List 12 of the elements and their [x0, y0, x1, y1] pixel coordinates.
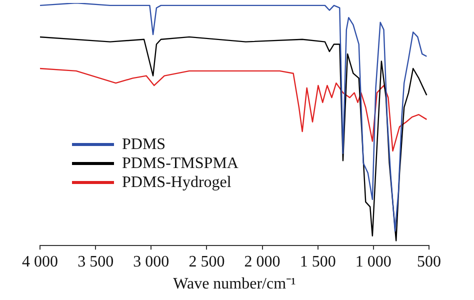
x-tick-label: 2 000 [244, 253, 280, 270]
x-tick-label: 500 [417, 253, 441, 270]
legend-label: PDMS-TMSPMA [122, 154, 238, 173]
x-tick-label: 2 500 [188, 253, 225, 270]
legend-label: PDMS [122, 135, 166, 154]
legend-label: PDMS-Hydrogel [122, 173, 232, 192]
x-tick-label: 3 500 [78, 253, 114, 270]
x-tick-label: 1 500 [300, 253, 336, 270]
x-axis-title: Wave number/cm⁻¹ [173, 276, 296, 293]
x-tick-label: 1 000 [355, 253, 392, 270]
x-tick-label: 3 000 [133, 253, 170, 270]
x-tick-label: 4 000 [22, 253, 58, 270]
